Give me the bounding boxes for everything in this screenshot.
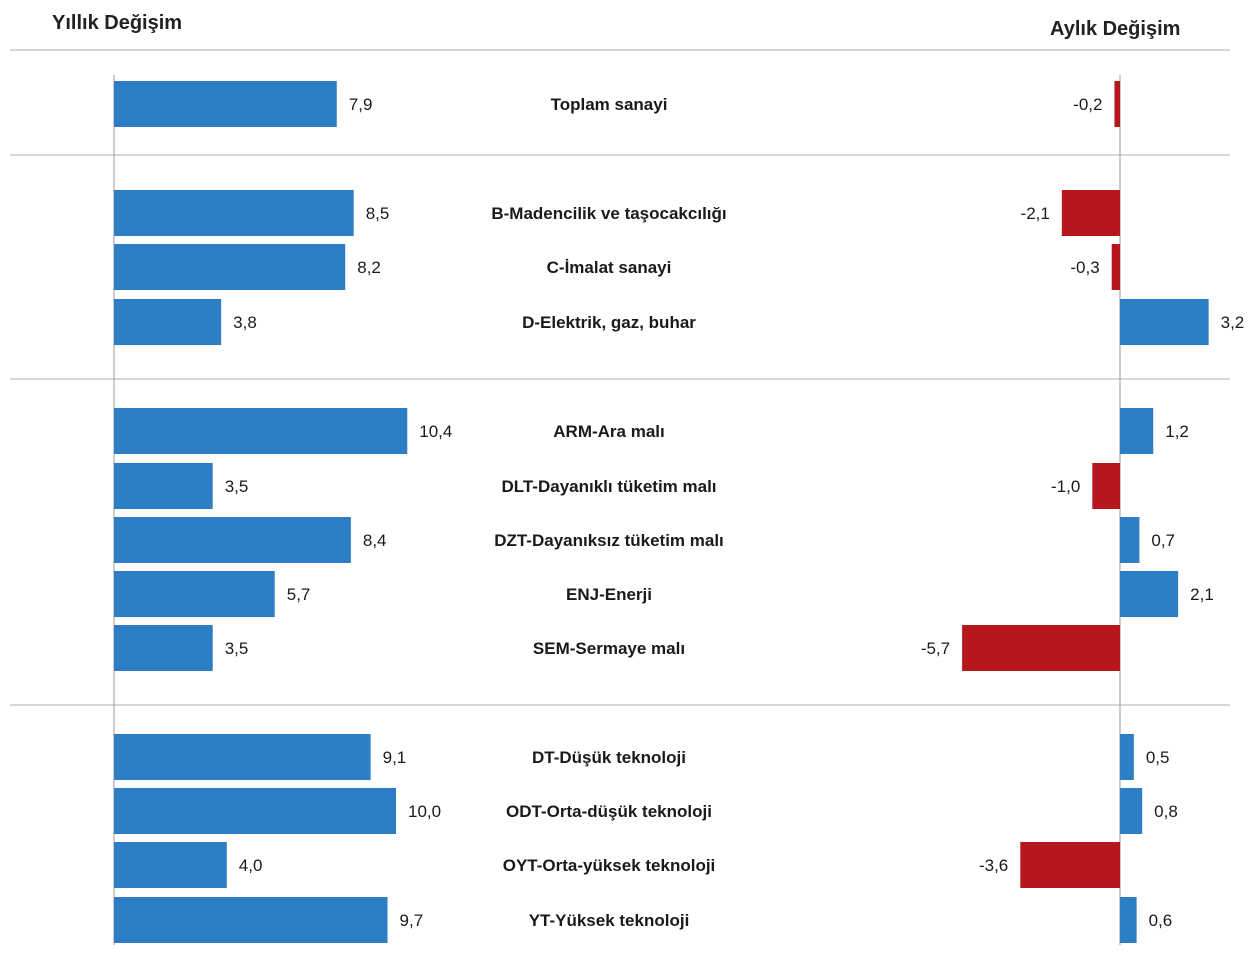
- annual-bar: [114, 734, 371, 780]
- monthly-bar: [1120, 897, 1137, 943]
- monthly-value-label: -0,3: [1070, 258, 1099, 277]
- category-label: C-İmalat sanayi: [547, 258, 672, 277]
- category-labels: Toplam sanayi B-Madencilik ve taşocakcılı…: [491, 95, 726, 930]
- annual-value-label: 3,5: [225, 477, 249, 496]
- right-panel-title: Aylık Değişim: [1050, 18, 1180, 40]
- annual-bar: [114, 299, 222, 345]
- monthly-value-label: 1,2: [1165, 422, 1189, 441]
- category-label: DZT-Dayanıksız tüketim malı: [494, 531, 724, 550]
- monthly-bar: [1061, 190, 1120, 236]
- annual-bar: [114, 244, 346, 290]
- annual-bar: [114, 571, 275, 617]
- category-label: ENJ-Enerji: [566, 585, 652, 604]
- category-label: Toplam sanayi: [551, 95, 668, 114]
- monthly-bars: -0,2 -2,1 -0,3 3,2 1,2 -1,0 0,7 2,1 -5,7 0,5 0,8 -3…: [921, 81, 1244, 943]
- category-label: ARM-Ara malı: [553, 422, 664, 441]
- monthly-value-label: 0,5: [1146, 748, 1170, 767]
- monthly-value-label: -2,1: [1021, 204, 1050, 223]
- annual-bar: [114, 897, 388, 943]
- monthly-bar: [962, 625, 1120, 671]
- category-label: ODT-Orta-düşük teknoloji: [506, 802, 712, 821]
- monthly-bar: [1092, 463, 1120, 509]
- annual-value-label: 4,0: [239, 856, 263, 875]
- category-label: DT-Düşük teknoloji: [532, 748, 686, 767]
- monthly-bar: [1120, 734, 1134, 780]
- annual-bar: [114, 788, 396, 834]
- monthly-value-label: 3,2: [1221, 313, 1245, 332]
- category-label: B-Madencilik ve taşocakcılığı: [491, 204, 726, 223]
- monthly-value-label: -1,0: [1051, 477, 1080, 496]
- category-label: YT-Yüksek teknoloji: [529, 911, 690, 930]
- category-label: D-Elektrik, gaz, buhar: [522, 313, 696, 332]
- monthly-bar: [1120, 517, 1140, 563]
- monthly-bar: [1111, 244, 1120, 290]
- monthly-value-label: 2,1: [1190, 585, 1214, 604]
- annual-bar: [114, 842, 227, 888]
- monthly-value-label: -0,2: [1073, 95, 1102, 114]
- annual-value-label: 8,5: [366, 204, 390, 223]
- monthly-bar: [1120, 788, 1143, 834]
- monthly-value-label: -3,6: [979, 856, 1008, 875]
- monthly-value-label: 0,7: [1151, 531, 1175, 550]
- annual-bar: [114, 463, 213, 509]
- monthly-bar: [1120, 408, 1154, 454]
- annual-bar: [114, 408, 408, 454]
- category-label: DLT-Dayanıklı tüketim malı: [501, 477, 716, 496]
- monthly-bar: [1020, 842, 1120, 888]
- annual-bar: [114, 81, 337, 127]
- annual-value-label: 3,5: [225, 639, 249, 658]
- annual-value-label: 9,7: [400, 911, 424, 930]
- category-label: SEM-Sermaye malı: [533, 639, 685, 658]
- left-panel-title: Yıllık Değişim: [52, 12, 182, 34]
- annual-bar: [114, 517, 351, 563]
- annual-bar: [114, 190, 354, 236]
- monthly-value-label: 0,6: [1149, 911, 1173, 930]
- monthly-bar: [1114, 81, 1120, 127]
- monthly-bar: [1120, 571, 1179, 617]
- annual-value-label: 8,2: [357, 258, 381, 277]
- annual-value-label: 5,7: [287, 585, 311, 604]
- annual-bar: [114, 625, 213, 671]
- annual-value-label: 8,4: [363, 531, 387, 550]
- annual-value-label: 3,8: [233, 313, 257, 332]
- group-separators: [10, 49, 1230, 706]
- monthly-bar: [1120, 299, 1209, 345]
- monthly-value-label: -5,7: [921, 639, 950, 658]
- annual-value-label: 10,0: [408, 802, 441, 821]
- annual-value-label: 10,4: [419, 422, 452, 441]
- annual-value-label: 7,9: [349, 95, 373, 114]
- annual-value-label: 9,1: [383, 748, 407, 767]
- monthly-value-label: 0,8: [1154, 802, 1178, 821]
- annual-bars: 7,9 8,5 8,2 3,8 10,4 3,5 8,4 5,7 3,5 9,1 10,0 4,0 9,…: [114, 81, 452, 943]
- category-label: OYT-Orta-yüksek teknoloji: [503, 856, 716, 875]
